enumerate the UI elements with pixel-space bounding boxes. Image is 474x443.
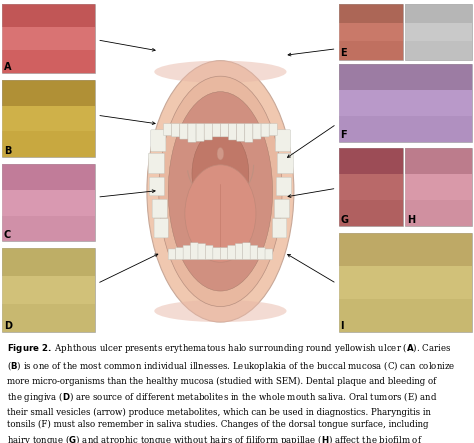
Bar [2, 80, 95, 105]
Ellipse shape [168, 92, 273, 291]
FancyBboxPatch shape [237, 124, 245, 141]
Text: C: C [4, 230, 11, 240]
Bar [339, 200, 403, 226]
FancyBboxPatch shape [253, 124, 261, 139]
Bar [339, 64, 472, 142]
Text: B: B [4, 146, 11, 156]
Bar [339, 233, 472, 332]
Text: D: D [4, 321, 12, 331]
Bar [405, 4, 472, 60]
Bar [2, 4, 95, 27]
FancyBboxPatch shape [228, 245, 236, 260]
Bar [2, 164, 95, 241]
Bar [2, 248, 95, 276]
FancyBboxPatch shape [154, 218, 168, 238]
Bar [339, 64, 472, 90]
FancyBboxPatch shape [250, 245, 258, 260]
Bar [339, 90, 472, 116]
Ellipse shape [147, 61, 294, 322]
Bar [339, 233, 472, 266]
FancyBboxPatch shape [269, 124, 277, 136]
Bar [339, 116, 472, 142]
Ellipse shape [185, 165, 256, 262]
Bar [339, 4, 403, 60]
Text: E: E [340, 48, 347, 58]
Ellipse shape [155, 300, 286, 322]
Bar [339, 266, 472, 299]
Text: I: I [340, 321, 344, 331]
FancyBboxPatch shape [168, 249, 176, 260]
Ellipse shape [192, 129, 249, 218]
Bar [339, 23, 403, 41]
FancyBboxPatch shape [257, 248, 265, 260]
Text: H: H [407, 214, 415, 225]
FancyBboxPatch shape [277, 153, 293, 174]
Ellipse shape [159, 76, 282, 307]
FancyBboxPatch shape [228, 124, 237, 140]
FancyBboxPatch shape [276, 177, 292, 196]
FancyBboxPatch shape [198, 244, 206, 260]
Bar [2, 4, 95, 73]
Bar [2, 164, 95, 190]
Bar [405, 200, 472, 226]
Bar [405, 4, 472, 23]
FancyBboxPatch shape [183, 245, 191, 260]
Bar [2, 216, 95, 241]
FancyBboxPatch shape [176, 248, 183, 260]
FancyBboxPatch shape [164, 124, 172, 136]
Bar [405, 148, 472, 174]
FancyBboxPatch shape [196, 124, 204, 141]
FancyBboxPatch shape [172, 124, 180, 137]
Bar [2, 190, 95, 216]
FancyBboxPatch shape [180, 124, 188, 139]
Bar [339, 174, 403, 200]
FancyBboxPatch shape [191, 243, 198, 260]
FancyBboxPatch shape [152, 199, 167, 218]
FancyBboxPatch shape [220, 124, 228, 137]
FancyBboxPatch shape [273, 218, 287, 238]
Bar [339, 4, 403, 23]
FancyBboxPatch shape [204, 124, 212, 140]
Bar [339, 41, 403, 60]
Bar [339, 299, 472, 332]
Bar [2, 80, 95, 157]
FancyBboxPatch shape [148, 153, 164, 174]
Text: A: A [4, 62, 11, 72]
FancyBboxPatch shape [235, 244, 243, 260]
Text: G: G [340, 214, 348, 225]
FancyBboxPatch shape [205, 245, 213, 260]
Text: F: F [340, 130, 347, 140]
FancyBboxPatch shape [275, 130, 291, 152]
Bar [339, 148, 403, 174]
Bar [405, 23, 472, 41]
Text: $\mathbf{Figure\ 2.}$ Aphthous ulcer presents erythematous halo surrounding roun: $\mathbf{Figure\ 2.}$ Aphthous ulcer pre… [7, 341, 456, 443]
Ellipse shape [217, 148, 224, 160]
Bar [2, 27, 95, 50]
FancyBboxPatch shape [151, 130, 166, 152]
Bar [2, 105, 95, 132]
Bar [2, 132, 95, 157]
FancyBboxPatch shape [213, 248, 220, 260]
FancyBboxPatch shape [245, 124, 253, 142]
Bar [405, 174, 472, 200]
FancyBboxPatch shape [220, 248, 228, 260]
FancyBboxPatch shape [188, 124, 196, 142]
Bar [2, 50, 95, 73]
Bar [339, 148, 403, 226]
FancyBboxPatch shape [243, 243, 250, 260]
Bar [2, 304, 95, 332]
Ellipse shape [155, 61, 286, 83]
Bar [405, 41, 472, 60]
FancyBboxPatch shape [274, 199, 290, 218]
Bar [2, 276, 95, 304]
FancyBboxPatch shape [212, 124, 220, 137]
FancyBboxPatch shape [265, 249, 273, 260]
FancyBboxPatch shape [149, 177, 164, 196]
FancyBboxPatch shape [261, 124, 269, 137]
Bar [2, 248, 95, 332]
Bar [405, 148, 472, 226]
